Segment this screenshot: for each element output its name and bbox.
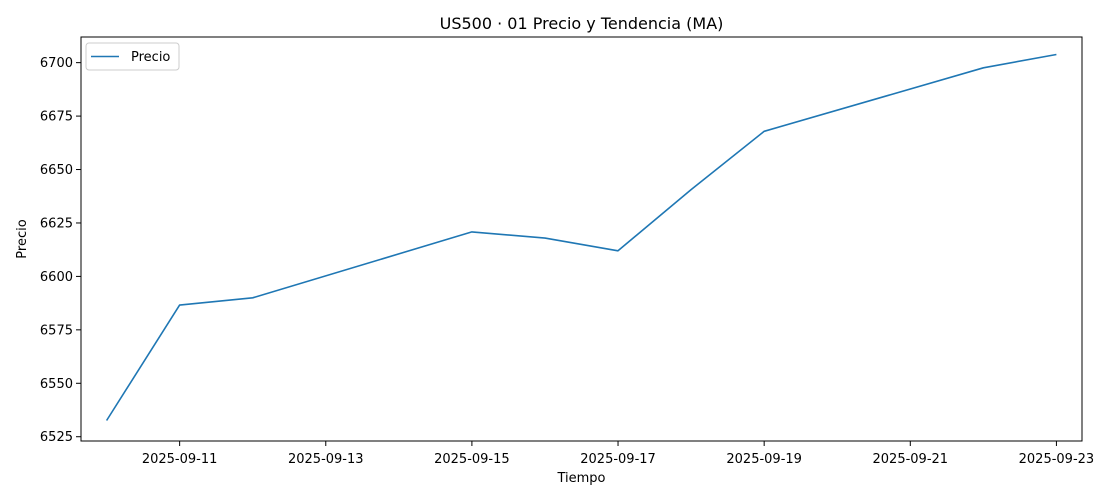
y-tick-label: 6625 xyxy=(40,216,73,231)
y-axis-label: Precio xyxy=(15,219,30,258)
y-tick-label: 6550 xyxy=(40,377,73,392)
y-tick-label: 6650 xyxy=(40,163,73,178)
y-tick-label: 6600 xyxy=(40,270,73,285)
chart-title: US500 · 01 Precio y Tendencia (MA) xyxy=(440,14,724,33)
series-line-0 xyxy=(105,53,1057,421)
plot-frame xyxy=(80,36,1083,442)
plot-area xyxy=(81,37,1082,441)
x-axis-ticks: 2025-09-11 2025-09-13 2025-09-15 2025-09-17… xyxy=(142,441,1094,467)
y-axis-ticks: 6525 6550 6575 6600 6625 6650 6675 6700 xyxy=(40,56,81,445)
y-tick-label: 6575 xyxy=(40,323,73,338)
x-tick-label: 2025-09-21 xyxy=(873,452,949,467)
x-tick-label: 2025-09-23 xyxy=(1019,452,1095,467)
y-tick-label: 6525 xyxy=(40,430,73,445)
x-tick-label: 2025-09-13 xyxy=(288,452,364,467)
legend: Precio xyxy=(85,42,180,71)
x-tick-label: 2025-09-15 xyxy=(434,452,510,467)
x-axis-label: Tiempo xyxy=(556,471,605,486)
legend-box xyxy=(85,42,180,71)
x-tick-label: 2025-09-17 xyxy=(580,452,656,467)
x-tick-label: 2025-09-11 xyxy=(142,452,218,467)
y-tick-label: 6700 xyxy=(40,56,73,71)
legend-label-precio: Precio xyxy=(131,50,170,65)
x-tick-label: 2025-09-19 xyxy=(726,452,802,467)
series-layer xyxy=(105,53,1057,421)
y-tick-label: 6675 xyxy=(40,110,73,125)
